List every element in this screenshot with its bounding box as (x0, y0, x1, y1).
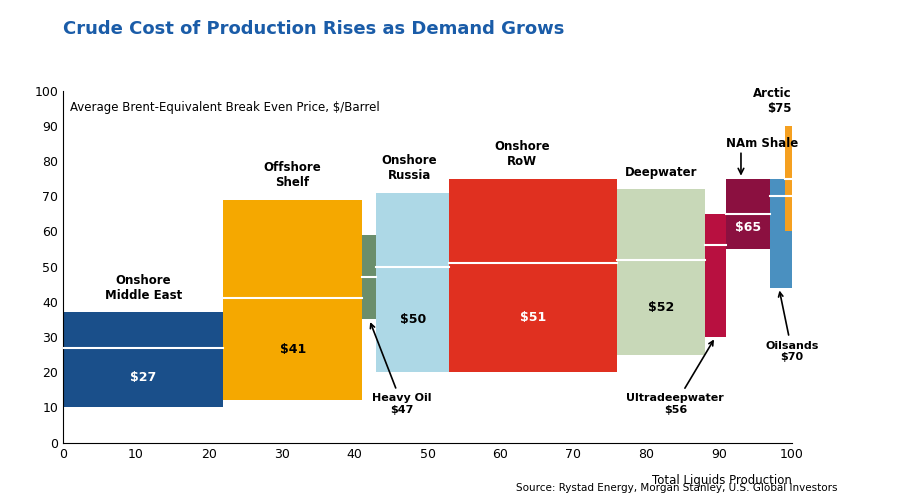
Text: Onshore
Russia: Onshore Russia (382, 154, 437, 182)
Text: Onshore
Middle East: Onshore Middle East (104, 274, 182, 302)
Bar (223, 200, 362, 400)
Text: Source: Rystad Energy, Morgan Stanley, U.S. Global Investors: Source: Rystad Energy, Morgan Stanley, U… (516, 483, 837, 493)
Bar (449, 179, 617, 372)
Bar (63, 312, 223, 407)
Bar (785, 126, 792, 231)
Bar (376, 193, 449, 372)
Text: Crude Cost of Production Rises as Demand Grows: Crude Cost of Production Rises as Demand… (63, 20, 564, 38)
Bar (726, 179, 770, 249)
Text: Offshore
Shelf: Offshore Shelf (264, 161, 321, 189)
Text: Deepwater: Deepwater (625, 165, 697, 179)
Text: $27: $27 (130, 371, 157, 384)
Text: $52: $52 (648, 301, 674, 313)
Bar (770, 179, 792, 288)
Text: Oilsands
$70: Oilsands $70 (765, 292, 819, 362)
Text: $41: $41 (280, 343, 306, 356)
Text: Heavy Oil
$47: Heavy Oil $47 (371, 324, 432, 415)
Text: $51: $51 (520, 311, 546, 324)
Text: Arctic
$75: Arctic $75 (753, 87, 792, 115)
Bar (362, 235, 376, 319)
Text: Average Brent-Equivalent Break Even Price, $/Barrel: Average Brent-Equivalent Break Even Pric… (70, 101, 380, 114)
Text: Ultradeepwater
$56: Ultradeepwater $56 (626, 341, 725, 415)
Text: Onshore
RoW: Onshore RoW (494, 140, 550, 168)
Bar (617, 189, 705, 355)
Bar (705, 214, 726, 337)
Text: $50: $50 (400, 313, 426, 326)
Text: NAm Shale: NAm Shale (726, 137, 798, 150)
Text: Total Liquids Production: Total Liquids Production (652, 474, 792, 487)
Text: $65: $65 (735, 221, 761, 234)
